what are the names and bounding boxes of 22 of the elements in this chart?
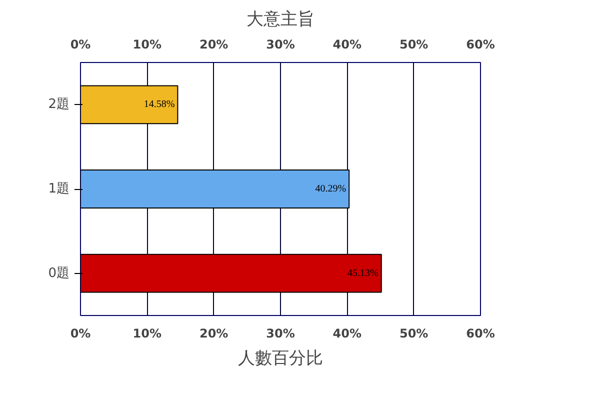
chart-title: 大意主旨	[246, 10, 314, 30]
y-tick-label: 2題	[48, 97, 70, 112]
x-tick-label: 10%	[132, 326, 162, 340]
x2-tick-label: 30%	[266, 38, 295, 52]
x2-tick-label: 0%	[70, 38, 91, 52]
x2-tick-label: 10%	[132, 38, 162, 52]
x-tick-label: 0%	[70, 326, 91, 340]
x-tick-label: 30%	[266, 326, 295, 340]
y-tick-label: 0題	[48, 266, 70, 281]
x-axis-title: 人數百分比	[238, 348, 323, 368]
x-tick-label: 40%	[332, 326, 362, 340]
data-label: 40.29%	[315, 184, 346, 194]
x-tick-label: 20%	[199, 326, 228, 340]
x2-tick-label: 20%	[199, 38, 228, 52]
data-label: 45.13%	[348, 268, 378, 279]
data-label: 14.58%	[144, 99, 175, 110]
x2-tick-label: 60%	[466, 38, 495, 52]
x2-tick-label: 40%	[332, 38, 362, 52]
x-tick-label: 60%	[466, 326, 495, 340]
y-tick-label: 1題	[48, 182, 70, 196]
x-tick-label: 50%	[399, 326, 428, 340]
x2-tick-label: 50%	[399, 38, 428, 52]
